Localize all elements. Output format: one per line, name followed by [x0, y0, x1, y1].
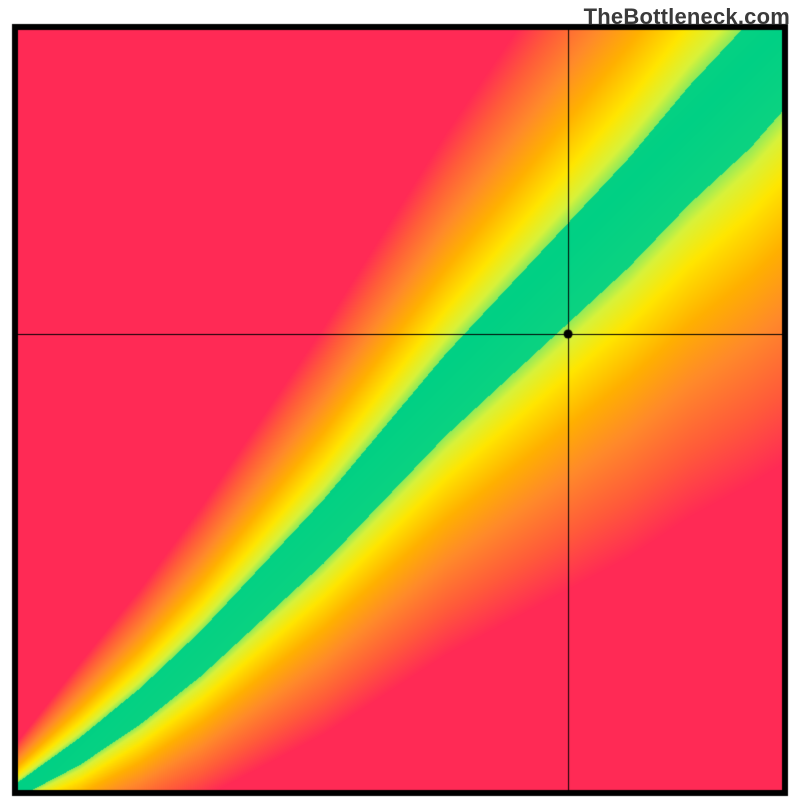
heatmap-canvas: [0, 0, 800, 800]
chart-container: TheBottleneck.com: [0, 0, 800, 800]
